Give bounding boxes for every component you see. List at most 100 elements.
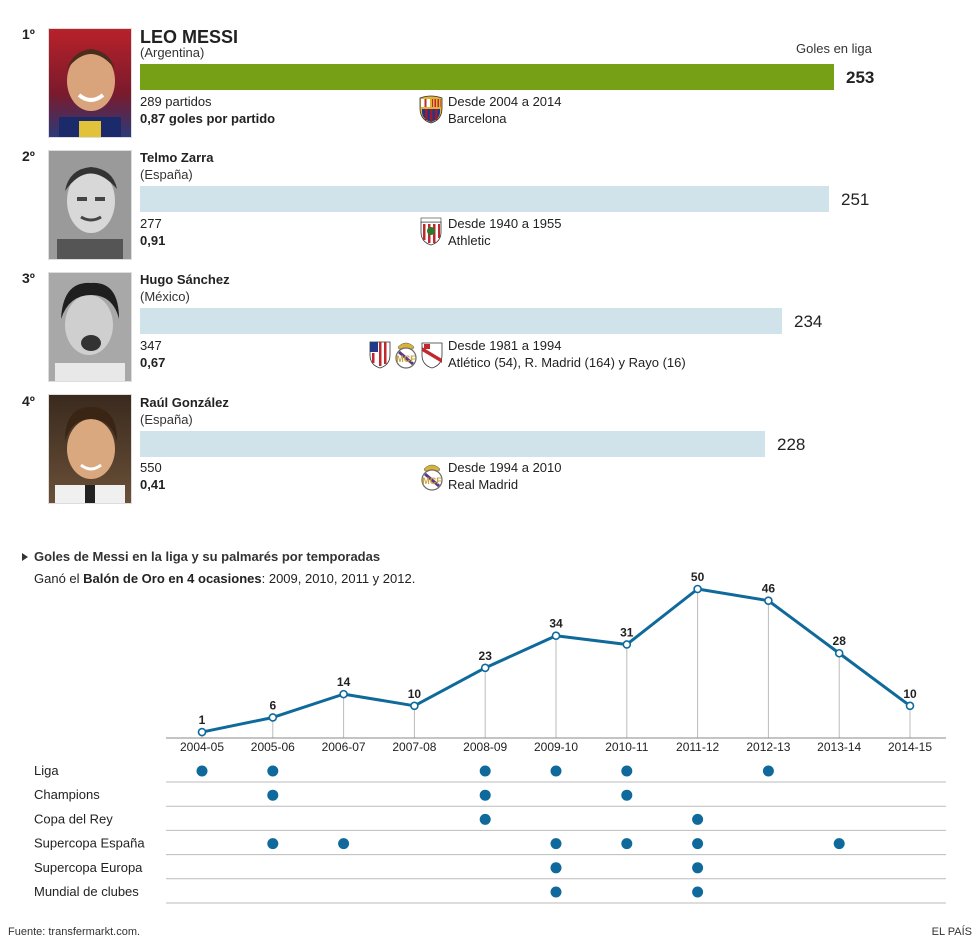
career-period: Desde 2004 a 2014 [448,94,562,109]
data-point [551,631,561,641]
title-dot [550,838,562,850]
player-photo [48,394,132,504]
subtitle-post: : 2009, 2010, 2011 y 2012. [261,571,416,586]
data-point [905,701,915,711]
title-dot [479,789,491,801]
title-dot [692,838,704,850]
title-dot [338,838,350,850]
data-point [197,727,207,737]
x-tick-label: 2014-15 [888,740,932,754]
data-label: 1 [199,713,206,727]
goals-per-match: 0,41 [140,477,166,492]
goals-value: 251 [841,190,870,209]
matches-count: 277 [140,216,162,231]
title-dot [621,789,633,801]
x-tick-label: 2005-06 [251,740,295,754]
data-label: 23 [479,649,493,663]
matches-count: 550 [140,460,162,475]
matches-count: 289 partidos [140,94,212,109]
barcelona-crest-icon [418,94,444,124]
x-tick-label: 2013-14 [817,740,861,754]
atletico-crest-icon [367,339,393,369]
title-dot [692,886,704,898]
data-point [339,689,348,699]
bar-axis-label: Goles en liga [796,41,872,56]
section-bullet-icon [22,553,28,561]
data-point [480,663,490,673]
subtitle-pre: Ganó el [34,571,84,586]
palmares-label: Mundial de clubes [34,884,139,899]
title-dot [692,813,704,825]
x-tick-label: 2009-10 [534,740,578,754]
section-title: Goles de Messi en la liga y su palmarés … [34,549,381,564]
goals-value: 228 [777,435,806,454]
matches-count: 347 [140,338,162,353]
title-dot [267,838,279,850]
x-tick-label: 2006-07 [322,740,366,754]
club-names: Athletic [448,233,491,248]
title-dot [762,765,774,777]
goals-bar [140,64,834,90]
goals-value: 253 [846,68,875,87]
title-dot [692,862,704,874]
title-dot [479,765,491,777]
club-names: Real Madrid [448,477,519,492]
data-point [622,640,632,649]
player-country: (Argentina) [140,45,205,60]
goals-per-match: 0,67 [140,355,166,370]
goals-bar [140,308,782,334]
source-note: Fuente: transfermarkt.com. [8,926,141,938]
title-dot [479,813,491,825]
x-tick-label: 2012-13 [746,740,790,754]
palmares-label: Copa del Rey [34,811,113,826]
data-point [410,701,419,711]
title-dot [267,765,279,777]
title-dot [550,886,562,898]
player-country: (España) [140,412,193,427]
title-dot [833,838,845,850]
rayo-crest-icon [419,339,445,369]
subtitle-bold: Balón de Oro en 4 ocasiones [83,571,262,586]
goals-per-match: 0,91 [140,233,166,248]
title-dot [621,838,633,850]
data-point [693,584,702,594]
x-tick-label: 2007-08 [392,740,436,754]
player-name: Telmo Zarra [140,150,214,165]
real-madrid-crest-icon: MCF [419,461,445,491]
palmares-label: Champions [34,787,100,802]
rank-label: 4º [22,393,35,409]
title-dot [196,765,208,777]
data-label: 46 [762,582,776,596]
player-country: (México) [140,289,190,304]
player-country: (España) [140,167,193,182]
data-point [268,713,278,722]
svg-text:MCF: MCF [422,476,442,486]
brand-label: EL PAÍS [931,926,972,938]
career-period: Desde 1981 a 1994 [448,338,562,353]
title-dot [550,765,562,777]
player-name: Raúl González [140,395,229,410]
data-label: 14 [337,675,351,689]
athletic-crest-icon [418,216,444,246]
goals-per-match: 0,87 goles por partido [140,111,276,126]
data-point [834,648,844,658]
goals-value: 234 [794,312,823,331]
club-names: Atlético (54), R. Madrid (164) y Rayo (1… [448,355,686,370]
player-photo [48,150,132,260]
x-tick-label: 2008-09 [463,740,507,754]
palmares-label: Liga [34,763,59,778]
x-tick-label: 2011-12 [676,740,719,754]
player-photo [48,28,132,138]
data-point [764,596,773,605]
goals-bar [140,186,829,212]
rank-label: 2º [22,148,35,164]
goals-bar [140,431,765,457]
x-tick-label: 2004-05 [180,740,224,754]
club-names: Barcelona [448,111,507,126]
rank-label: 3º [22,270,35,286]
player-name: Hugo Sánchez [140,272,230,287]
title-dot [621,765,633,777]
title-dot [267,789,279,801]
section-subtitle: Ganó el Balón de Oro en 4 ocasiones: 200… [34,571,415,586]
